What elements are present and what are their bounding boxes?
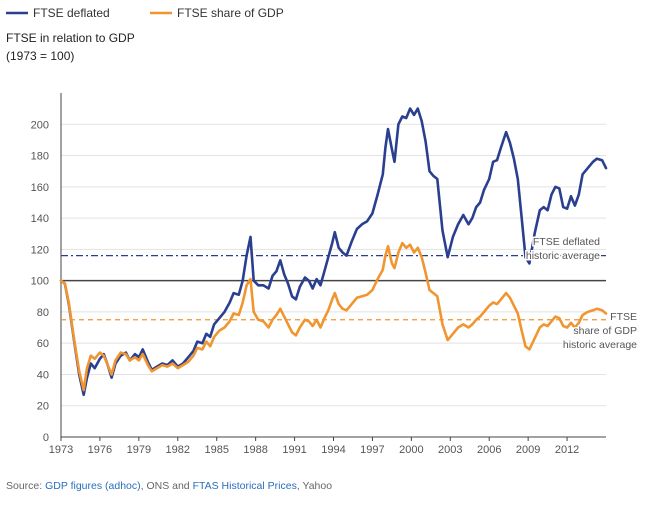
y-tick-label: 80 [37,307,49,319]
source-suffix: , Yahoo [296,480,333,492]
annotation-label-1: share of GDP [573,325,637,337]
y-tick-label: 160 [31,182,49,194]
x-tick-label: 1973 [49,444,73,456]
x-tick-label: 1997 [360,444,384,456]
y-tick-label: 200 [31,119,49,131]
source-prefix: Source: [6,480,46,492]
source-middle: , ONS and [140,480,193,492]
x-tick-label: 2006 [477,444,501,456]
chart-title: FTSE in relation to GDP [6,31,135,45]
x-tick-label: 1982 [166,444,190,456]
x-tick-label: 2012 [555,444,579,456]
x-tick-label: 1976 [88,444,112,456]
series-line-ftse-share-of-gdp [59,241,608,392]
x-tick-label: 2009 [516,444,540,456]
source-link-ftas-prices[interactable]: FTAS Historical Prices [192,480,297,492]
y-tick-label: 60 [37,338,49,350]
y-tick-label: 100 [31,276,49,288]
x-tick-label: 1988 [243,444,267,456]
x-tick-label: 2000 [399,444,423,456]
annotation-label-1: FTSE [610,311,637,323]
y-tick-label: 40 [37,369,49,381]
y-tick-label: 120 [31,244,49,256]
y-tick-label: 140 [31,213,49,225]
legend-label-1: FTSE share of GDP [177,6,284,20]
chart-subtitle: (1973 = 100) [6,49,74,63]
x-tick-label: 1991 [282,444,306,456]
x-tick-label: 1979 [127,444,151,456]
chart: FTSE deflated FTSE share of GDP FTSE in re… [6,6,639,456]
x-tick-label: 1994 [321,444,345,456]
annotation-label-1: historic average [563,339,637,351]
y-tick-label: 20 [37,401,49,413]
x-tick-label: 2003 [438,444,462,456]
series-line-ftse-deflated [59,107,608,397]
y-tick-label: 0 [43,432,49,444]
annotation-label-0: FTSE deflated [533,236,600,248]
legend-label-0: FTSE deflated [33,6,110,20]
source-note: Source: GDP figures (adhoc), ONS and FTA… [6,480,332,492]
source-link-gdp-figures[interactable]: GDP figures (adhoc) [45,480,141,492]
y-tick-label: 180 [31,151,49,163]
x-tick-label: 1985 [204,444,228,456]
annotation-label-0: historic average [526,250,600,262]
